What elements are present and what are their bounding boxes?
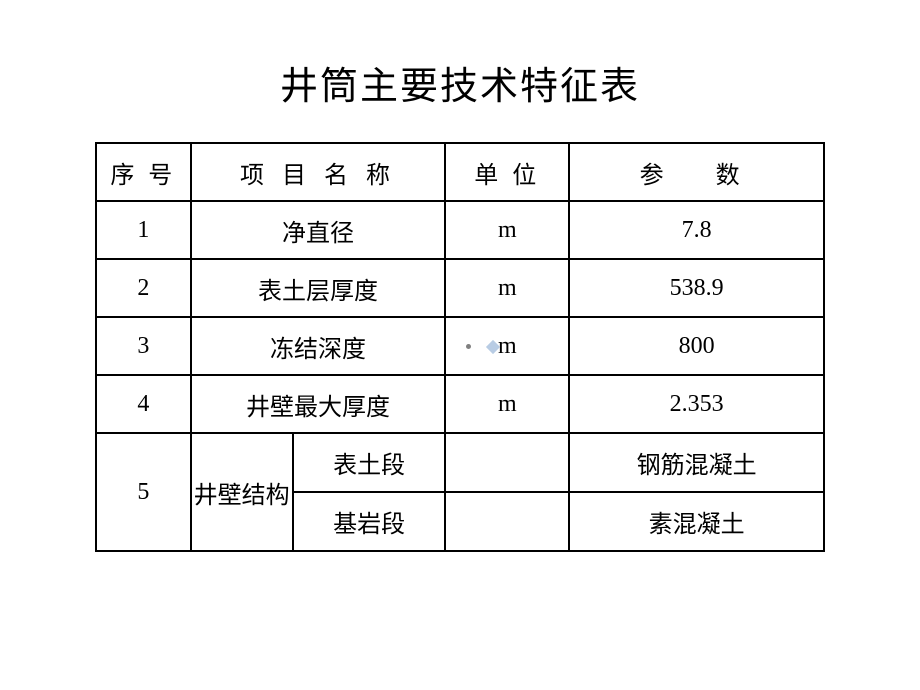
table-row: 5 井壁结构 表土段 基岩段 钢筋混凝土 [96,433,824,492]
table-header-row: 序 号 项 目 名 称 单 位 参 数 [96,143,824,201]
header-unit: 单 位 [445,143,569,201]
cell-param: 2.353 [569,375,824,433]
cell-seq-merged: 5 [96,433,191,551]
document-container: 井筒主要技术特征表 序 号 项 目 名 称 单 位 参 数 1 净直径 m 7.… [0,0,920,690]
header-name: 项 目 名 称 [191,143,446,201]
cell-name-merged: 井壁结构 表土段 基岩段 [191,433,446,551]
dot-marker-icon [466,344,471,349]
cell-seq: 2 [96,259,191,317]
cell-unit [445,492,569,551]
table-row: 3 冻结深度 m 800 [96,317,824,375]
cell-unit: m [445,375,569,433]
cell-param: 7.8 [569,201,824,259]
cell-unit-text: m [498,333,517,359]
cell-param: 素混凝土 [569,492,824,551]
cell-name-merged-text: 井壁结构 [192,434,293,550]
cell-name: 表土层厚度 [191,259,446,317]
cell-unit [445,433,569,492]
cell-name: 井壁最大厚度 [191,375,446,433]
table-row: 2 表土层厚度 m 538.9 [96,259,824,317]
cell-unit: m [445,259,569,317]
cell-param: 钢筋混凝土 [569,433,824,492]
cell-unit: m [445,201,569,259]
cell-param: 538.9 [569,259,824,317]
header-param: 参 数 [569,143,824,201]
table-row: 4 井壁最大厚度 m 2.353 [96,375,824,433]
cell-seq: 1 [96,201,191,259]
cell-subdetail: 表土段 [293,434,445,492]
cell-subdetail: 基岩段 [293,492,445,550]
header-seq: 序 号 [96,143,191,201]
cell-param: 800 [569,317,824,375]
cell-seq: 3 [96,317,191,375]
table-title: 井筒主要技术特征表 [95,55,825,110]
cell-name: 净直径 [191,201,446,259]
tech-spec-table: 序 号 项 目 名 称 单 位 参 数 1 净直径 m 7.8 2 表土层厚度 … [95,142,825,552]
cell-unit: m [445,317,569,375]
table-row: 1 净直径 m 7.8 [96,201,824,259]
cell-name: 冻结深度 [191,317,446,375]
cell-seq: 4 [96,375,191,433]
